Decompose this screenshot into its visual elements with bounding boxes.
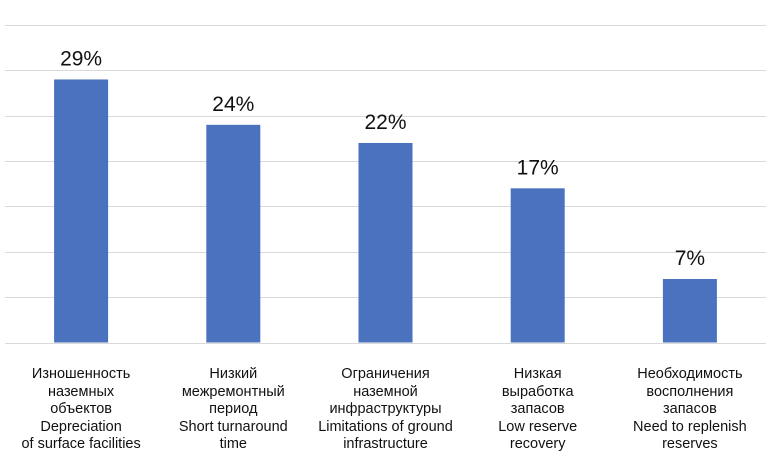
category-label-1: Низкий межремонтный период Short turnaround… <box>158 366 308 454</box>
category-label-line: Ограничения <box>341 366 430 382</box>
category-label-line: объектов <box>50 401 112 417</box>
bars <box>54 79 717 343</box>
category-label-line: Необходимость <box>637 366 743 382</box>
category-label-line: межремонтный <box>181 383 285 400</box>
category-label-line: time <box>219 436 247 452</box>
value-label-4: 7% <box>675 247 705 270</box>
value-label-3: 17% <box>517 156 559 179</box>
category-label-line: Низкий <box>209 366 258 382</box>
category-label-line: of surface facilities <box>21 436 141 452</box>
bar-3 <box>510 188 565 343</box>
category-label-line: Limitations of ground <box>318 418 453 435</box>
category-label-line: infrastructure <box>343 436 428 452</box>
bar-1 <box>206 124 261 343</box>
category-label-3: Низкая выработка запасов Low reserve recover… <box>463 366 613 454</box>
category-label-line: наземных <box>48 383 115 400</box>
category-label-line: инфраструктуры <box>329 401 442 417</box>
category-label-line: Изношенность <box>31 366 131 382</box>
bar-2 <box>358 142 413 343</box>
category-label-line: выработка <box>501 383 574 400</box>
category-label-line: Low reserve <box>498 418 578 435</box>
category-label-line: период <box>209 401 258 417</box>
category-label-2: Ограничения наземной инфраструктуры Limitat… <box>311 366 461 454</box>
value-labels: 29% 24% 22% 17% 7% <box>60 47 705 270</box>
category-label-0: Изношенность наземных объектов Depreciation… <box>6 366 156 454</box>
category-label-line: Низкая <box>513 366 562 382</box>
category-label-line: запасов <box>510 401 565 417</box>
category-label-line: Depreciation <box>40 418 122 435</box>
value-label-0: 29% <box>60 47 102 70</box>
value-label-2: 22% <box>364 111 406 134</box>
bar-4 <box>662 279 717 343</box>
category-label-line: Need to replenish <box>633 418 747 435</box>
category-label-line: Short turnaround <box>178 418 288 435</box>
category-label-line: наземной <box>353 383 418 400</box>
category-label-line: запасов <box>662 401 717 417</box>
category-label-line: восполнения <box>646 383 734 400</box>
value-label-1: 24% <box>212 93 254 116</box>
category-label-line: recovery <box>509 436 566 452</box>
bar-0 <box>54 79 109 343</box>
category-label-line: reserves <box>662 436 718 452</box>
category-label-4: Необходимость восполнения запасов Need to r… <box>615 366 765 454</box>
